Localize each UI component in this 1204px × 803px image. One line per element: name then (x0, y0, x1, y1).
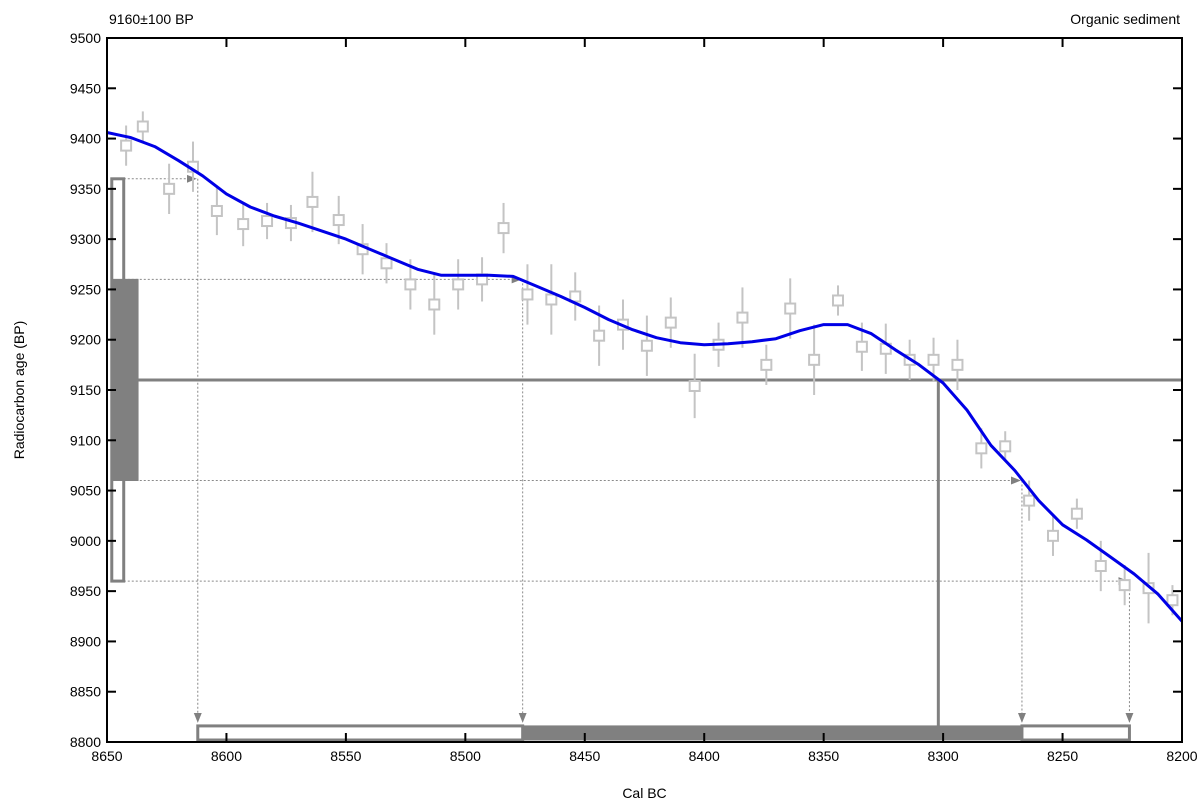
data-point (332, 214, 345, 227)
data-points (120, 111, 1179, 624)
y-tick-label: 8900 (70, 633, 101, 649)
y-tick-label: 8850 (70, 684, 101, 700)
x-axis-label: Cal BC (622, 785, 666, 801)
x-tick-label: 8300 (928, 748, 959, 764)
x-tick-label: 8350 (808, 748, 839, 764)
title-left: 9160±100 BP (109, 11, 194, 27)
x-tick-label: 8650 (91, 748, 122, 764)
data-point (136, 120, 149, 133)
x-tick-label: 8500 (450, 748, 481, 764)
sigma1-calibrated-range (522, 725, 1023, 741)
data-point (808, 353, 821, 366)
data-point (210, 204, 223, 217)
plot-frame (106, 37, 1183, 743)
data-point (1094, 560, 1107, 572)
x-tick-label: 8450 (569, 748, 600, 764)
x-tick-label: 8400 (689, 748, 720, 764)
x-tick-label: 8200 (1166, 748, 1197, 764)
x-tick-label: 8600 (211, 748, 242, 764)
guide-lines (111, 174, 1182, 726)
y-tick-label: 9100 (70, 432, 101, 448)
data-point (999, 440, 1012, 453)
axis-ticks (106, 37, 1183, 743)
y-tick-label: 9250 (70, 281, 101, 297)
data-point (380, 257, 393, 270)
data-point (593, 329, 606, 342)
y-tick-label: 9350 (70, 181, 101, 197)
y-axis-label: Radiocarbon age (BP) (11, 321, 27, 460)
calibration-curve (106, 131, 1184, 623)
data-point (521, 288, 534, 301)
y-tick-labels: 8800 8850 8900 8950 9000 9050 9100 9150 9200 9250… (70, 30, 101, 750)
data-point (975, 442, 988, 455)
title-right: Organic sediment (1070, 11, 1180, 27)
data-point (1166, 594, 1179, 607)
y-tick-label: 9050 (70, 483, 101, 499)
data-point (664, 316, 677, 329)
y-tick-label: 9450 (70, 80, 101, 96)
data-point (640, 339, 653, 352)
data-point (927, 353, 940, 366)
data-point (1047, 529, 1059, 542)
data-point (163, 182, 176, 195)
data-point (545, 293, 558, 306)
data-point (428, 298, 441, 311)
data-point (1142, 582, 1155, 595)
data-point (688, 379, 701, 392)
x-tick-label: 8250 (1047, 748, 1078, 764)
data-point (784, 302, 797, 315)
data-point (832, 294, 844, 307)
data-point (951, 358, 964, 371)
sigma2-calibrated-range (1020, 724, 1131, 742)
data-point (120, 139, 133, 152)
y-tick-label: 9150 (70, 382, 101, 398)
y-tick-label: 8950 (70, 583, 101, 599)
calibration-curve-group (106, 131, 1184, 623)
x-tick-labels: 8650 8600 8550 8500 8450 8400 8350 8300 8250 8200 (91, 748, 1197, 764)
sigma2-calibrated-range (196, 724, 525, 742)
data-point (261, 215, 274, 228)
y-tick-label: 9300 (70, 231, 101, 247)
data-point (736, 311, 749, 324)
data-point (1070, 507, 1083, 520)
data-point (1023, 494, 1036, 507)
sigma1-age-bar (111, 278, 139, 482)
y-tick-label: 9400 (70, 131, 101, 147)
data-point (1118, 579, 1131, 592)
data-point (760, 358, 773, 371)
y-tick-label: 9000 (70, 533, 101, 549)
data-point (404, 278, 417, 291)
data-point (497, 222, 510, 235)
y-tick-label: 9200 (70, 332, 101, 348)
y-tick-label: 8800 (70, 734, 101, 750)
data-point (237, 218, 250, 231)
data-point (855, 340, 868, 353)
y-tick-label: 9500 (70, 30, 101, 46)
x-tick-label: 8550 (330, 748, 361, 764)
data-point (306, 195, 319, 208)
data-point (452, 278, 465, 291)
sample-and-calibrated-ranges (110, 177, 1131, 742)
